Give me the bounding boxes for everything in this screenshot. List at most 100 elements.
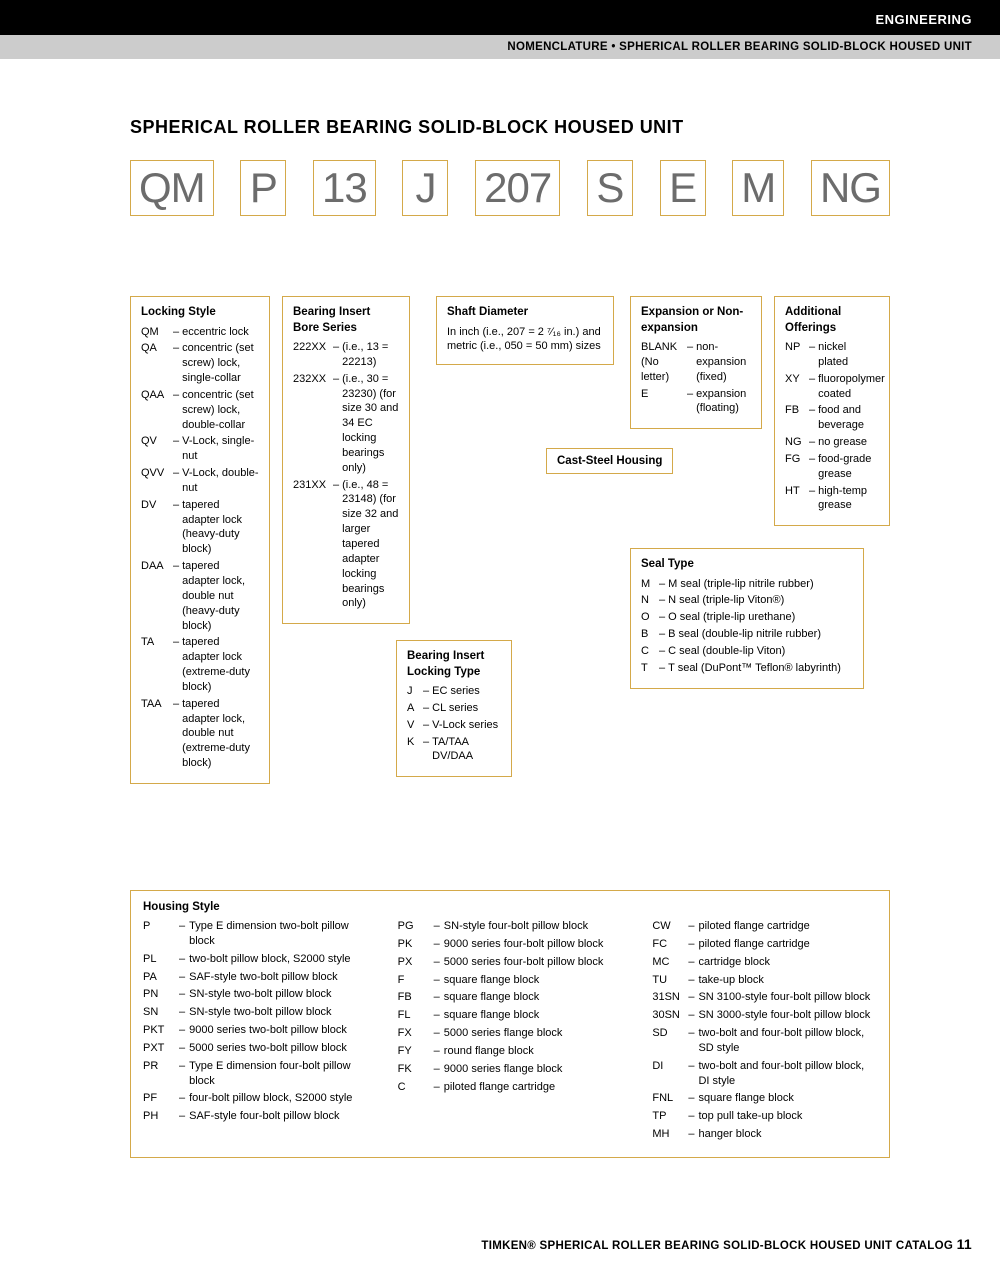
definition-value: tapered adapter lock, double nut (heavy-… bbox=[182, 559, 259, 633]
definition-key: BLANK (No letter) bbox=[641, 340, 685, 385]
definition-key: TAA bbox=[141, 697, 171, 712]
housing-row: PK–9000 series four-bolt pillow block bbox=[398, 937, 623, 952]
shaft-diameter-box: Shaft Diameter In inch (i.e., 207 = 2 ⁷⁄… bbox=[436, 296, 614, 365]
housing-value: SN 3000-style four-bolt pillow block bbox=[698, 1008, 870, 1023]
locking-style-box: Locking Style QM–eccentric lockQA–concen… bbox=[130, 296, 270, 784]
dash: – bbox=[688, 1059, 698, 1089]
definition-key: QM bbox=[141, 325, 171, 340]
dash: – bbox=[331, 372, 342, 387]
housing-key: FB bbox=[398, 990, 434, 1005]
dash: – bbox=[688, 1091, 698, 1106]
housing-row: F–square flange block bbox=[398, 973, 623, 988]
definition-value: N seal (triple-lip Viton®) bbox=[668, 593, 784, 608]
housing-key: MC bbox=[652, 955, 688, 970]
definition-row: QVV–V-Lock, double-nut bbox=[141, 466, 259, 496]
housing-value: SN-style four-bolt pillow block bbox=[444, 919, 588, 934]
housing-row: FB–square flange block bbox=[398, 990, 623, 1005]
housing-row: PL–two-bolt pillow block, S2000 style bbox=[143, 952, 368, 967]
housing-value: hanger block bbox=[698, 1127, 761, 1142]
dash: – bbox=[688, 1026, 698, 1056]
dash: – bbox=[434, 937, 444, 952]
definition-value: O seal (triple-lip urethane) bbox=[668, 610, 795, 625]
definition-key: T bbox=[641, 661, 657, 676]
housing-key: SN bbox=[143, 1005, 179, 1020]
housing-row: MC–cartridge block bbox=[652, 955, 877, 970]
definition-value: T seal (DuPont™ Teflon® labyrinth) bbox=[668, 661, 841, 676]
definition-row: TA–tapered adapter lock (extreme-duty bl… bbox=[141, 635, 259, 694]
definition-row: 232XX–(i.e., 30 = 23230) (for size 30 an… bbox=[293, 372, 399, 476]
housing-key: FC bbox=[652, 937, 688, 952]
definition-key: 232XX bbox=[293, 372, 331, 387]
housing-value: square flange block bbox=[698, 1091, 793, 1106]
definition-row: DV–tapered adapter lock (heavy-duty bloc… bbox=[141, 498, 259, 557]
housing-value: two-bolt and four-bolt pillow block, DI … bbox=[698, 1059, 877, 1089]
housing-key: PN bbox=[143, 987, 179, 1002]
dash: – bbox=[171, 388, 182, 403]
dash: – bbox=[688, 990, 698, 1005]
header-gray-bar: NOMENCLATURE • SPHERICAL ROLLER BEARING … bbox=[0, 35, 1000, 59]
housing-value: Type E dimension two-bolt pillow block bbox=[189, 919, 368, 949]
definition-row: QV–V-Lock, single-nut bbox=[141, 434, 259, 464]
definition-key: DAA bbox=[141, 559, 171, 574]
definition-row: BLANK (No letter)–non-expansion (fixed) bbox=[641, 340, 751, 385]
definition-value: (i.e., 13 = 22213) bbox=[342, 340, 399, 370]
definition-row: T–T seal (DuPont™ Teflon® labyrinth) bbox=[641, 661, 853, 676]
housing-key: C bbox=[398, 1080, 434, 1095]
footer-text: TIMKEN® SPHERICAL ROLLER BEARING SOLID-B… bbox=[481, 1240, 953, 1252]
housing-value: round flange block bbox=[444, 1044, 534, 1059]
housing-value: 9000 series four-bolt pillow block bbox=[444, 937, 604, 952]
dash: – bbox=[657, 593, 668, 608]
housing-key: FNL bbox=[652, 1091, 688, 1106]
housing-value: SN 3100-style four-bolt pillow block bbox=[698, 990, 870, 1005]
housing-key: 30SN bbox=[652, 1008, 688, 1023]
dash: – bbox=[434, 990, 444, 1005]
dash: – bbox=[434, 1062, 444, 1077]
dash: – bbox=[331, 340, 342, 355]
definition-value: EC series bbox=[432, 684, 480, 699]
housing-value: square flange block bbox=[444, 990, 539, 1005]
housing-value: SAF-style four-bolt pillow block bbox=[189, 1109, 339, 1124]
dash: – bbox=[171, 498, 182, 513]
dash: – bbox=[179, 1059, 189, 1089]
housing-row: P–Type E dimension two-bolt pillow block bbox=[143, 919, 368, 949]
definition-row: NP–nickel plated bbox=[785, 340, 879, 370]
dash: – bbox=[179, 1023, 189, 1038]
definition-row: NG–no grease bbox=[785, 435, 879, 450]
dash: – bbox=[171, 341, 182, 356]
housing-row: PKT–9000 series two-bolt pillow block bbox=[143, 1023, 368, 1038]
dash: – bbox=[421, 718, 432, 733]
housing-key: DI bbox=[652, 1059, 688, 1089]
housing-value: SN-style two-bolt pillow block bbox=[189, 1005, 331, 1020]
housing-value: square flange block bbox=[444, 973, 539, 988]
housing-key: F bbox=[398, 973, 434, 988]
housing-value: 5000 series two-bolt pillow block bbox=[189, 1041, 347, 1056]
definition-row: E–expansion (floating) bbox=[641, 387, 751, 417]
housing-value: piloted flange cartridge bbox=[444, 1080, 555, 1095]
housing-row: PN–SN-style two-bolt pillow block bbox=[143, 987, 368, 1002]
housing-box: Housing Style P–Type E dimension two-bol… bbox=[130, 890, 890, 1158]
housing-value: piloted flange cartridge bbox=[698, 919, 809, 934]
definition-row: J–EC series bbox=[407, 684, 501, 699]
dash: – bbox=[807, 372, 818, 387]
housing-key: FK bbox=[398, 1062, 434, 1077]
housing-row: FC–piloted flange cartridge bbox=[652, 937, 877, 952]
housing-row: MH–hanger block bbox=[652, 1127, 877, 1142]
definition-row: XY–fluoropolymer coated bbox=[785, 372, 879, 402]
header-subtitle: NOMENCLATURE • SPHERICAL ROLLER BEARING … bbox=[507, 41, 972, 53]
housing-key: PX bbox=[398, 955, 434, 970]
footer: TIMKEN® SPHERICAL ROLLER BEARING SOLID-B… bbox=[481, 1236, 972, 1252]
definition-row: A–CL series bbox=[407, 701, 501, 716]
definition-key: B bbox=[641, 627, 657, 642]
definition-key: NP bbox=[785, 340, 807, 355]
housing-row: PX–5000 series four-bolt pillow block bbox=[398, 955, 623, 970]
dash: – bbox=[685, 387, 696, 402]
definition-key: QV bbox=[141, 434, 171, 449]
dash: – bbox=[688, 955, 698, 970]
definition-key: QVV bbox=[141, 466, 171, 481]
housing-row: FK–9000 series flange block bbox=[398, 1062, 623, 1077]
footer-page: 11 bbox=[957, 1236, 972, 1252]
housing-key: FX bbox=[398, 1026, 434, 1041]
header-black-bar: ENGINEERING bbox=[0, 0, 1000, 35]
definition-value: B seal (double-lip nitrile rubber) bbox=[668, 627, 821, 642]
housing-row: PA–SAF-style two-bolt pillow block bbox=[143, 970, 368, 985]
